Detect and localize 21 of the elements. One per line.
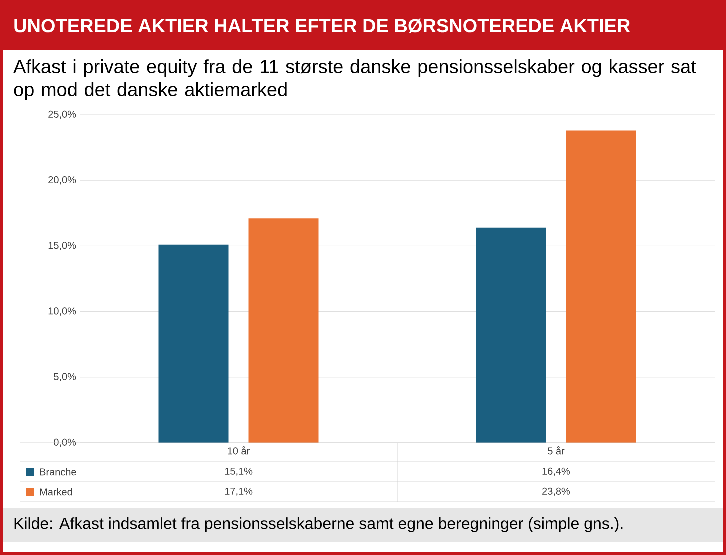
x-tick-label: 5 år — [548, 446, 565, 455]
bar — [566, 130, 636, 444]
y-tick-label: 0,0% — [54, 438, 76, 448]
legend-label: Marked — [40, 488, 72, 496]
data-label: 16,4% — [542, 468, 570, 476]
y-tick-label: 25,0% — [48, 110, 76, 120]
x-tick-label: 10 år — [228, 446, 250, 455]
text: Kilde: Afkast indsamlet fra pensionsselskaberne samt egne beregninger (simple gns.). — [14, 518, 623, 532]
y-tick-label: 5,0% — [54, 373, 76, 382]
y-tick-label: 15,0% — [48, 242, 76, 250]
bar — [158, 244, 229, 444]
chart-title: UNOTEREDE AKTIER HALTER EFTER DE BØRSNOTEREDE AKTIER — [14, 18, 630, 34]
y-tick-label: 10,0% — [48, 308, 76, 316]
data-label: 23,8% — [542, 488, 570, 496]
data-label: 15,1% — [225, 468, 253, 476]
y-tick-label: 20,0% — [48, 176, 76, 185]
chart-subtitle: Afkast i private equity fra de 11 største danske pensionsselskaber og kasser sat op mod det danske aktiemarked — [14, 60, 696, 100]
legend-label: Branche — [40, 468, 76, 476]
bar — [476, 228, 546, 444]
data-label: 17,1% — [225, 488, 253, 496]
bar — [248, 218, 319, 444]
